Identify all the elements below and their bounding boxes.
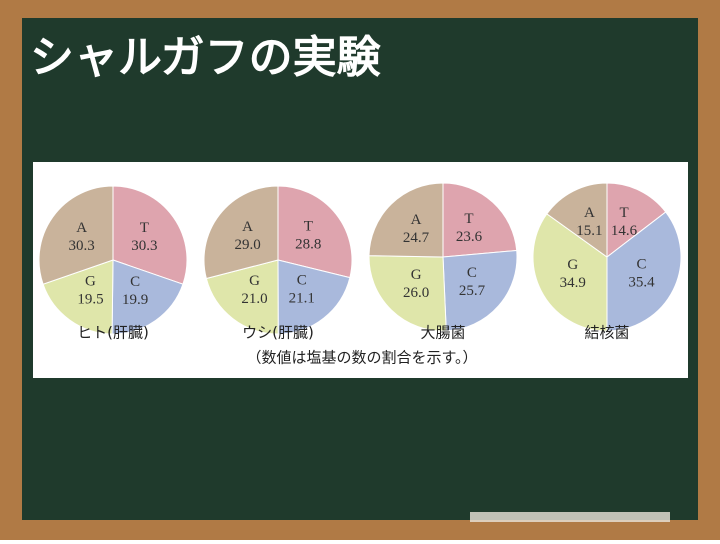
slide-title: シャルガフの実験 bbox=[30, 32, 382, 83]
pie-slice bbox=[606, 211, 682, 332]
slice-value: 21.0 bbox=[241, 291, 267, 307]
slice-value: 30.3 bbox=[69, 238, 95, 254]
slice-value: 29.0 bbox=[234, 237, 260, 253]
slice-value: 21.1 bbox=[289, 291, 315, 307]
pie-slice bbox=[368, 255, 447, 332]
slice-category: G bbox=[85, 274, 96, 290]
pie-slice bbox=[111, 259, 184, 335]
pie-slice bbox=[442, 249, 518, 332]
pie-slice bbox=[368, 182, 444, 258]
slice-category: T bbox=[464, 211, 473, 227]
pie-slice bbox=[606, 182, 667, 259]
pie-slice bbox=[277, 185, 353, 279]
pie-slice bbox=[532, 213, 608, 332]
pie-slice bbox=[205, 259, 279, 335]
pie-title: ウシ(肝臓) bbox=[242, 324, 314, 342]
slice-value: 19.9 bbox=[122, 292, 148, 308]
slice-category: A bbox=[584, 205, 595, 221]
slice-value: 14.6 bbox=[611, 223, 638, 239]
slice-category: T bbox=[140, 220, 149, 236]
pie-title: 結核菌 bbox=[584, 324, 629, 342]
slice-category: A bbox=[242, 219, 253, 235]
pie-slice bbox=[546, 182, 608, 258]
slice-value: 28.8 bbox=[295, 237, 321, 253]
pie-slice bbox=[112, 185, 188, 285]
pie-slice bbox=[277, 259, 351, 335]
slice-category: A bbox=[411, 212, 422, 228]
note: （数値は塩基の数の割合を示す。） bbox=[246, 349, 477, 367]
pie-slice bbox=[442, 182, 518, 258]
slice-category: T bbox=[304, 219, 313, 235]
slice-category: C bbox=[467, 265, 477, 281]
pie-slice bbox=[203, 185, 279, 280]
slice-category: G bbox=[411, 267, 422, 283]
slice-category: G bbox=[249, 273, 260, 289]
slice-value: 25.7 bbox=[459, 283, 486, 299]
pie-slice bbox=[38, 185, 114, 285]
slice-value: 23.6 bbox=[456, 229, 483, 245]
slice-category: C bbox=[130, 274, 140, 290]
slice-category: C bbox=[297, 273, 307, 289]
slice-value: 19.5 bbox=[77, 292, 103, 308]
slice-category: A bbox=[76, 220, 87, 236]
pie-title: 大腸菌 bbox=[420, 324, 465, 342]
slice-category: G bbox=[567, 257, 578, 273]
slice-category: T bbox=[619, 205, 628, 221]
slice-value: 30.3 bbox=[131, 238, 157, 254]
slice-value: 15.1 bbox=[576, 223, 602, 239]
slice-value: 24.7 bbox=[403, 230, 430, 246]
slice-value: 35.4 bbox=[628, 274, 655, 290]
slice-category: C bbox=[636, 256, 646, 272]
slice-value: 26.0 bbox=[403, 285, 429, 301]
slice-value: 34.9 bbox=[560, 275, 586, 291]
chalk bbox=[470, 512, 670, 522]
pie-title: ヒト(肝臓) bbox=[77, 324, 149, 342]
